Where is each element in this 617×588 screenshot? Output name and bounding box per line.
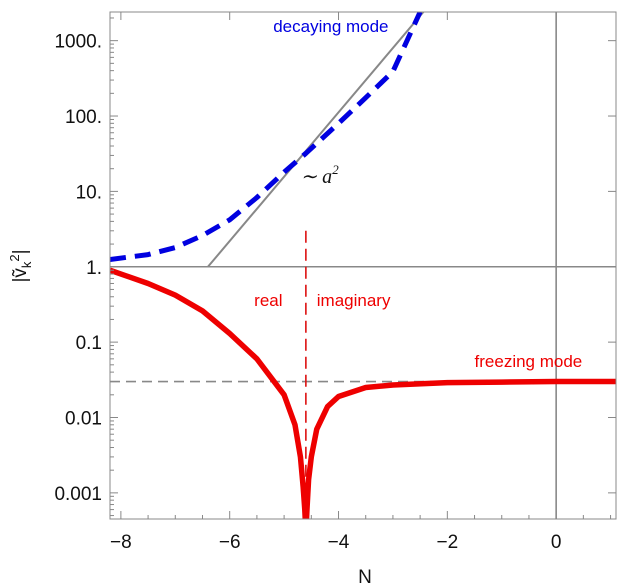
x-tick-label: 0 — [551, 532, 562, 553]
series-line-decaying-mode — [110, 12, 423, 262]
annotation-1: ∼ a2 — [300, 162, 339, 188]
x-axis-title: N — [358, 567, 372, 588]
y-tick-label: 10. — [76, 182, 102, 203]
series-line-freezing-mode — [110, 267, 616, 519]
svg-text:|ṽk2|: |ṽk2| — [7, 249, 34, 282]
annotation-3: imaginary — [317, 291, 391, 310]
y-axis-title: |ṽk2| — [7, 249, 34, 282]
plot-frame — [109, 11, 617, 520]
y-tick-label: 0.1 — [76, 333, 102, 354]
y-tick-label: 1. — [86, 258, 102, 279]
y-tick-label: 100. — [65, 107, 102, 128]
annotation-0: decaying mode — [273, 17, 388, 36]
x-tick-label: −2 — [436, 532, 458, 553]
annotation-2: real — [254, 291, 282, 310]
y-tick-label: 0.001 — [54, 484, 102, 505]
y-tick-label: 1000. — [54, 32, 102, 53]
y-tick-label: 0.01 — [65, 408, 102, 429]
x-tick-label: −8 — [110, 532, 132, 553]
x-tick-label: −4 — [328, 532, 350, 553]
x-tick-label: −6 — [219, 532, 241, 553]
reference-line-asymptote-0 — [207, 12, 425, 268]
annotation-4: freezing mode — [475, 352, 583, 371]
